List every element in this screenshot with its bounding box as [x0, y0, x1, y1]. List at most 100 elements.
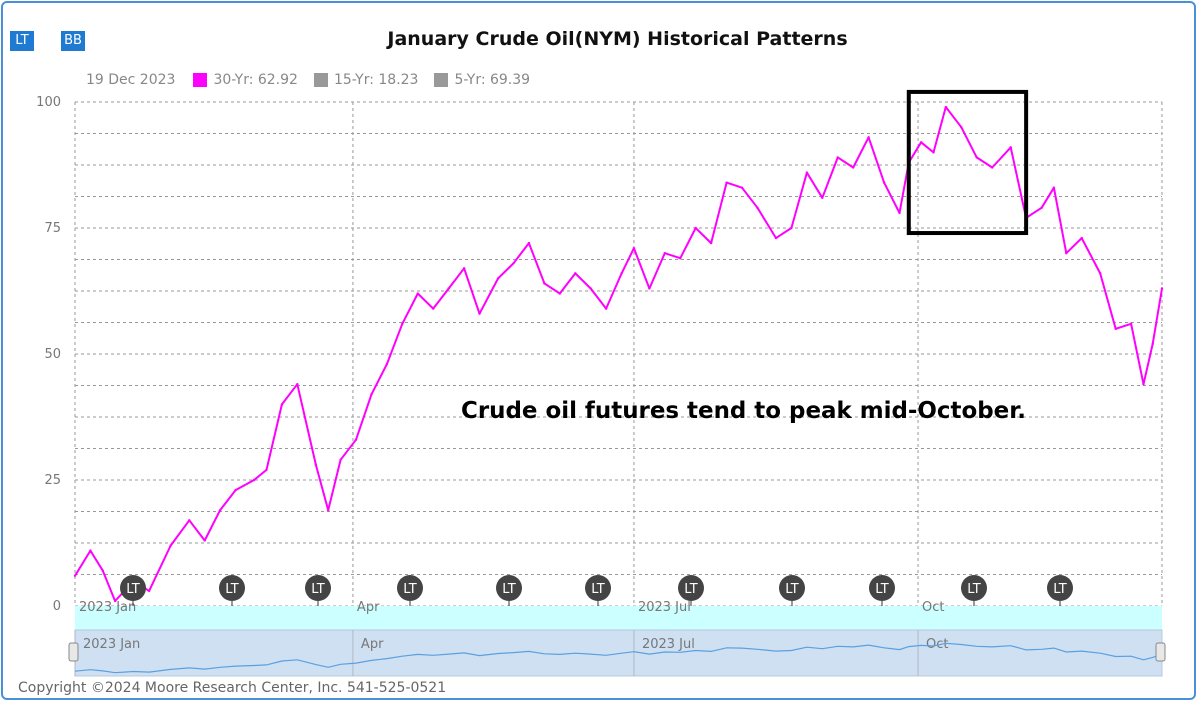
lt-marker[interactable] [779, 575, 805, 601]
lt-marker[interactable] [219, 575, 245, 601]
navigator-background [74, 629, 1163, 677]
data-point [113, 599, 117, 603]
data-point [836, 156, 839, 159]
lt-marker-label: LT [875, 582, 888, 597]
y-tick-label: 50 [44, 347, 61, 362]
data-point [821, 196, 824, 199]
data-point [1151, 342, 1154, 346]
legend-swatch-30yr [193, 73, 208, 87]
data-point [756, 206, 759, 210]
data-point [1040, 206, 1043, 210]
data-point [447, 287, 450, 290]
data-point [1009, 146, 1012, 149]
data-point [960, 126, 963, 129]
data-point [252, 478, 256, 482]
data-point [790, 226, 793, 230]
x-tick-label: Oct [922, 600, 944, 615]
data-point [296, 383, 299, 386]
data-point [265, 468, 268, 472]
data-point [401, 322, 404, 325]
navigator-label: 2023 Jan [83, 637, 140, 652]
data-point [188, 519, 191, 522]
data-point [478, 312, 481, 315]
data-point [370, 393, 373, 396]
data-point [620, 272, 623, 275]
lt-marker-label: LT [684, 582, 697, 597]
lt-marker[interactable] [397, 575, 423, 601]
data-point [990, 166, 994, 169]
data-point [234, 488, 237, 492]
data-point [432, 307, 435, 310]
y-tick-label: 100 [36, 95, 61, 110]
data-point [694, 226, 697, 230]
navigator-series-line [74, 642, 1163, 674]
data-point [280, 403, 284, 406]
lt-marker[interactable] [1047, 575, 1073, 601]
lt-marker-label: LT [502, 582, 515, 597]
lt-marker[interactable] [678, 575, 704, 601]
lt-marker-label: LT [403, 582, 416, 597]
data-point [1114, 327, 1117, 330]
navigator-handle-left[interactable] [68, 642, 79, 662]
data-point [632, 246, 636, 250]
lt-marker-label: LT [126, 582, 139, 597]
legend-label-15yr: 15-Yr: 18.23 [333, 72, 419, 88]
lt-marker[interactable] [305, 575, 331, 601]
lt-marker[interactable] [120, 575, 146, 601]
y-tick-label: 75 [44, 221, 61, 236]
data-point [882, 181, 886, 184]
data-point [527, 241, 531, 245]
data-point [1160, 287, 1164, 290]
navigator-handle-right[interactable] [1155, 642, 1166, 662]
lt-marker[interactable] [961, 575, 987, 601]
data-point [898, 211, 901, 215]
lt-marker-label: LT [311, 582, 324, 597]
annotation-text: Crude oil futures tend to peak mid-Octob… [461, 398, 1026, 424]
data-point [932, 151, 935, 154]
data-point [1129, 322, 1133, 325]
data-point [416, 292, 419, 295]
legend-item-5yr[interactable]: 5-Yr: 69.39 [434, 72, 530, 88]
chart-title: January Crude Oil(NYM) Historical Patter… [387, 28, 848, 50]
legend-swatch-5yr [434, 73, 449, 87]
navigator-label: Oct [926, 637, 948, 652]
data-point [740, 186, 744, 189]
copyright-text: Copyright ©2024 Moore Research Center, I… [18, 680, 447, 696]
lt-marker-label: LT [1053, 582, 1066, 597]
data-point [709, 241, 713, 245]
data-point [218, 509, 222, 512]
peak-highlight-box [906, 89, 1029, 236]
bb-toggle-button[interactable]: BB [61, 31, 85, 51]
x-tick-label: 2023 Jan [79, 600, 136, 615]
data-point [589, 287, 592, 290]
data-point [558, 292, 562, 295]
data-point [867, 136, 870, 139]
data-point [385, 362, 389, 366]
data-point [73, 574, 77, 577]
lt-marker[interactable] [869, 575, 895, 601]
lt-toggle-button[interactable]: LT [10, 31, 34, 51]
data-point [543, 282, 546, 285]
data-point [512, 262, 515, 265]
data-point [339, 458, 342, 462]
data-point [1080, 236, 1083, 240]
data-point [604, 307, 608, 310]
legend-item-15yr[interactable]: 15-Yr: 18.23 [313, 72, 419, 88]
data-point [314, 463, 318, 467]
legend-label-30yr: 30-Yr: 62.92 [213, 72, 298, 88]
data-point [1052, 186, 1056, 189]
data-point [851, 166, 855, 169]
lt-marker-label: LT [967, 582, 980, 597]
lt-marker[interactable] [496, 575, 522, 601]
data-point [663, 252, 667, 255]
data-point [89, 549, 92, 552]
lt-marker[interactable] [585, 575, 611, 601]
navigator-label: 2023 Jul [642, 637, 695, 652]
legend-item-30yr[interactable]: 30-Yr: 62.92 [193, 72, 298, 88]
data-point [1142, 383, 1145, 386]
data-point [147, 589, 151, 593]
navigator-label: Apr [361, 637, 384, 652]
data-point [462, 267, 466, 270]
